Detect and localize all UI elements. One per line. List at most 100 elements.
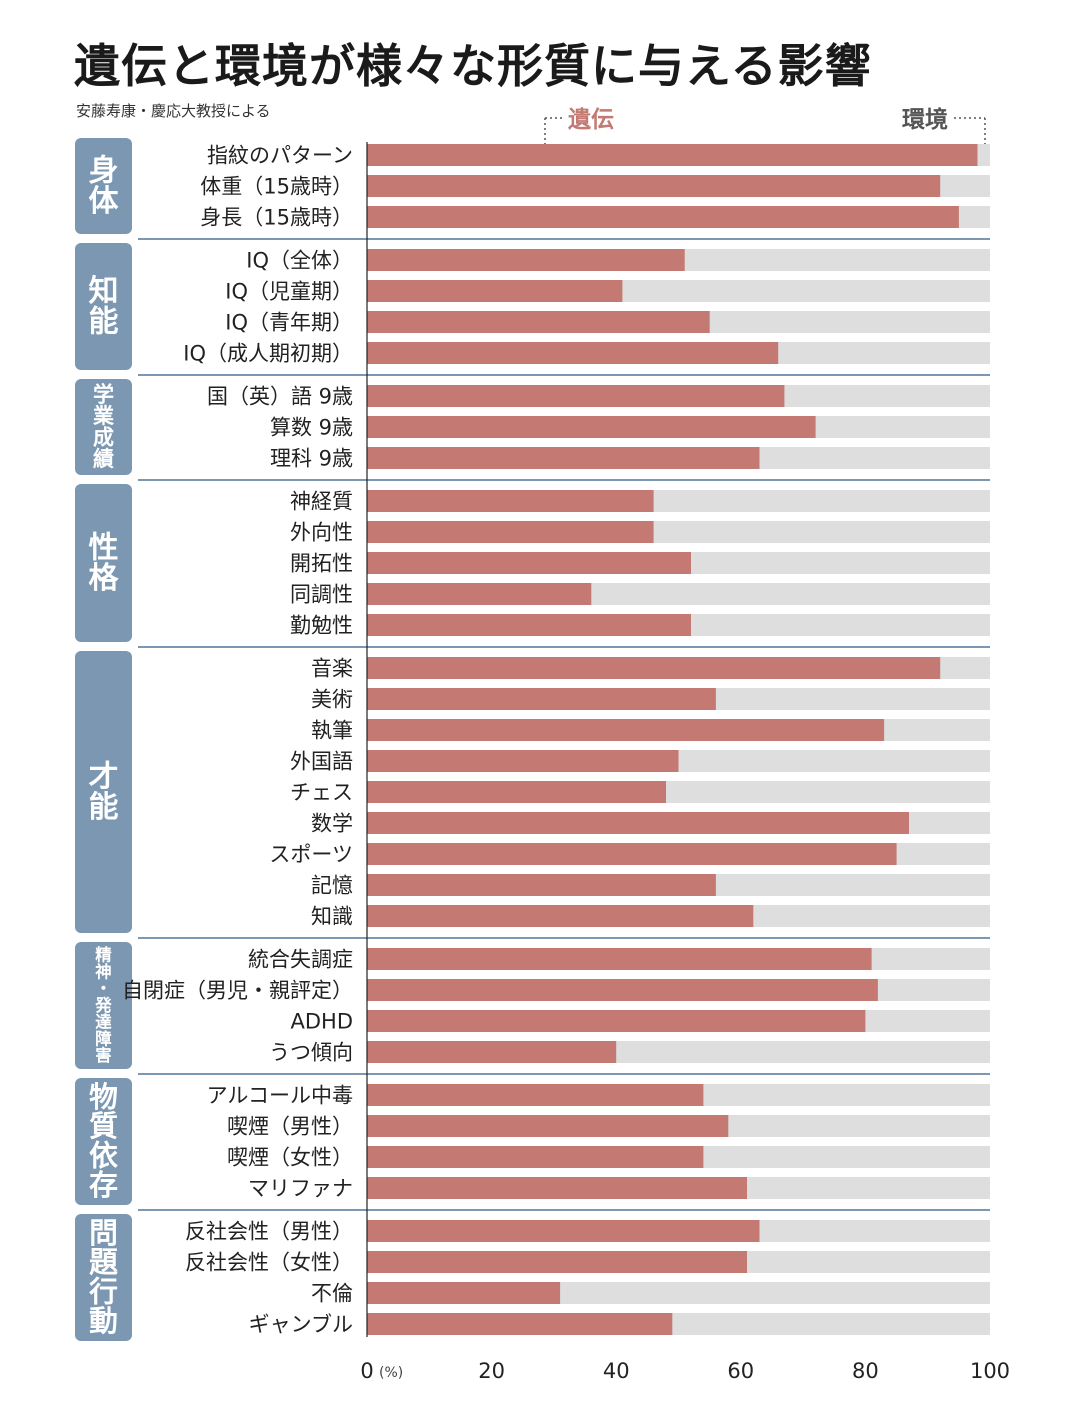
row-label: 勤勉性 (290, 614, 353, 638)
bar-genetics (367, 874, 716, 896)
bar-row: 反社会性（女性） (185, 1251, 990, 1275)
category-label: 性格 (89, 531, 120, 597)
bar-row: 執筆 (311, 719, 990, 743)
source-note: 安藤寿康・慶応大教授による (76, 102, 271, 120)
row-label: 国（英）語 9歳 (207, 385, 353, 409)
category-6: 精神・発達障害 (75, 942, 132, 1069)
bar-row: チェス (290, 781, 990, 805)
row-label: 喫煙（女性） (227, 1146, 353, 1170)
row-label: 反社会性（女性） (185, 1251, 353, 1275)
bar-genetics (367, 206, 959, 228)
category-label: 身体 (89, 154, 120, 220)
bar-row: 知識 (311, 905, 990, 929)
bar-genetics (367, 843, 897, 865)
bar-row: 数学 (311, 812, 990, 836)
x-tick-label: 40 (603, 1359, 630, 1383)
bar-row: 反社会性（男性） (185, 1220, 990, 1244)
row-label: 神経質 (290, 490, 353, 514)
bar-genetics (367, 1041, 617, 1063)
row-label: 開拓性 (290, 552, 353, 576)
bar-genetics (367, 490, 654, 512)
row-label: アルコール中毒 (207, 1084, 353, 1108)
row-label: 算数 9歳 (270, 416, 353, 440)
category-5: 才能 (75, 651, 132, 933)
row-label: 執筆 (311, 719, 353, 743)
bar-row: スポーツ (269, 843, 990, 867)
bar-genetics (367, 657, 941, 679)
bar-genetics (367, 719, 885, 741)
legend-genetics-dotted-line (544, 117, 562, 157)
category-box (75, 942, 132, 1069)
bar-genetics (367, 1010, 866, 1032)
bar-genetics (367, 249, 685, 271)
bar-genetics (367, 521, 654, 543)
bar-row: 開拓性 (290, 552, 990, 576)
bar-genetics (367, 1146, 704, 1168)
bar-row: ADHD (291, 1010, 990, 1034)
bar-genetics (367, 750, 679, 772)
bar-row: 算数 9歳 (270, 416, 990, 440)
bar-genetics (367, 311, 710, 333)
category-3: 学業成績 (75, 379, 132, 475)
x-tick-label: 60 (727, 1359, 754, 1383)
bar-genetics (367, 781, 666, 803)
category-8: 問題行動 (75, 1214, 132, 1341)
bar-row: IQ（児童期） (225, 280, 990, 304)
bar-row: 理科 9歳 (270, 447, 990, 471)
bar-genetics (367, 416, 816, 438)
row-label: マリファナ (248, 1177, 353, 1201)
bar-genetics (367, 583, 592, 605)
bar-row: 神経質 (290, 490, 990, 514)
bar-genetics (367, 1177, 747, 1199)
row-label: 外国語 (290, 750, 353, 774)
row-label: スポーツ (269, 843, 353, 867)
bar-row: 体重（15歳時） (200, 175, 990, 199)
category-box (75, 138, 132, 234)
bar-row: 喫煙（女性） (227, 1146, 990, 1170)
category-box (75, 1214, 132, 1341)
row-label: 外向性 (290, 521, 353, 545)
bar-genetics (367, 1115, 729, 1137)
bar-genetics (367, 280, 623, 302)
row-label: 身長（15歳時） (200, 206, 353, 230)
row-label: 喫煙（男性） (227, 1115, 353, 1139)
legend-genetics-label: 遺伝 (568, 107, 614, 133)
x-tick-label: 100 (970, 1359, 1010, 1383)
bar-row: IQ（成人期初期） (183, 342, 990, 366)
bar-row: 記憶 (311, 874, 990, 898)
page-title: 遺伝と環境が様々な形質に与える影響 (74, 39, 872, 93)
category-box (75, 484, 132, 642)
x-tick-label: 20 (478, 1359, 505, 1383)
category-label: 知能 (89, 274, 119, 340)
bar-row: 美術 (311, 688, 990, 712)
bar-row: IQ（全体） (246, 249, 990, 273)
bar-genetics (367, 385, 785, 407)
bar-row: 不倫 (311, 1282, 990, 1306)
legend: 遺伝 環境 (544, 106, 986, 157)
category-label: 精神・発達障害 (94, 946, 112, 1066)
bar-genetics (367, 979, 878, 1001)
row-label: 不倫 (311, 1282, 353, 1306)
row-label: IQ（青年期） (225, 311, 353, 335)
bar-row: マリファナ (248, 1177, 990, 1201)
category-1: 身体 (75, 138, 132, 234)
bar-row: 外国語 (290, 750, 990, 774)
bar-genetics (367, 342, 779, 364)
x-axis-unit: (%) (379, 1365, 403, 1381)
bar-genetics (367, 1251, 747, 1273)
x-tick-label: 0 (360, 1359, 373, 1383)
row-label: ADHD (291, 1010, 354, 1034)
bar-row: 国（英）語 9歳 (207, 385, 990, 409)
bar-row: 統合失調症 (248, 948, 990, 972)
bar-row: 音楽 (311, 657, 990, 681)
category-7: 物質依存 (75, 1078, 132, 1205)
category-box (75, 651, 132, 933)
bar-row: ギャンブル (249, 1313, 990, 1337)
bar-row: 同調性 (290, 583, 990, 607)
row-label: 自閉症（男児・親評定） (122, 979, 353, 1003)
bar-genetics (367, 688, 716, 710)
category-label: 問題行動 (88, 1216, 118, 1338)
category-2: 知能 (75, 243, 132, 370)
bar-genetics (367, 175, 941, 197)
